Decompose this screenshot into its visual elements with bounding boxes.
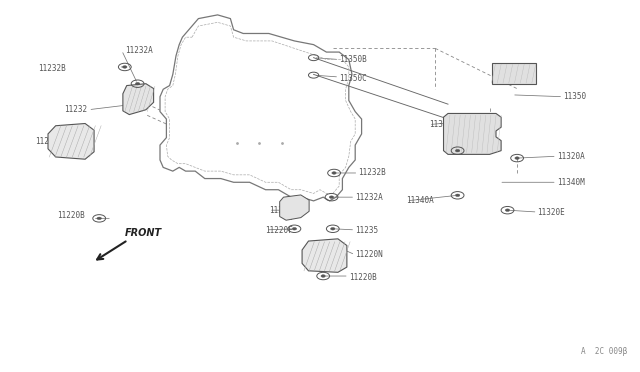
Text: 11220B: 11220B (349, 273, 376, 282)
Polygon shape (444, 113, 501, 154)
Text: 11220: 11220 (35, 137, 58, 146)
Text: 11232A: 11232A (125, 46, 152, 55)
Text: A  2C 009β: A 2C 009β (581, 347, 627, 356)
Polygon shape (302, 239, 347, 272)
Circle shape (321, 275, 326, 278)
Polygon shape (123, 84, 154, 115)
Polygon shape (492, 63, 536, 84)
Circle shape (330, 227, 335, 230)
Circle shape (136, 82, 140, 85)
Text: 11350C: 11350C (339, 74, 367, 83)
Circle shape (292, 227, 297, 230)
Text: 11232B: 11232B (358, 169, 386, 177)
Text: FRONT: FRONT (125, 228, 162, 238)
Text: 11320A: 11320A (557, 152, 584, 161)
Circle shape (515, 157, 520, 159)
Polygon shape (48, 124, 94, 159)
Text: 11232: 11232 (64, 105, 87, 114)
Text: 11350: 11350 (563, 92, 586, 101)
Text: 11340M: 11340M (557, 178, 584, 187)
Polygon shape (280, 195, 309, 220)
Circle shape (455, 194, 460, 196)
Text: 11340A: 11340A (406, 196, 434, 205)
Circle shape (332, 171, 337, 174)
Text: 11232A: 11232A (355, 193, 383, 202)
Circle shape (329, 196, 334, 198)
Text: 11233: 11233 (269, 206, 292, 215)
Polygon shape (160, 15, 362, 201)
Text: 11232B: 11232B (38, 64, 66, 73)
Circle shape (97, 217, 101, 219)
Circle shape (123, 65, 127, 68)
Text: 11220N: 11220N (355, 250, 383, 259)
Text: 11235: 11235 (355, 226, 378, 235)
Text: 11220F: 11220F (266, 226, 293, 235)
Text: 11320E: 11320E (538, 208, 565, 217)
Circle shape (455, 149, 460, 152)
Text: 11350B: 11350B (339, 55, 367, 64)
Circle shape (505, 209, 510, 211)
Text: 11320: 11320 (429, 120, 452, 129)
Text: 11220B: 11220B (58, 211, 85, 220)
